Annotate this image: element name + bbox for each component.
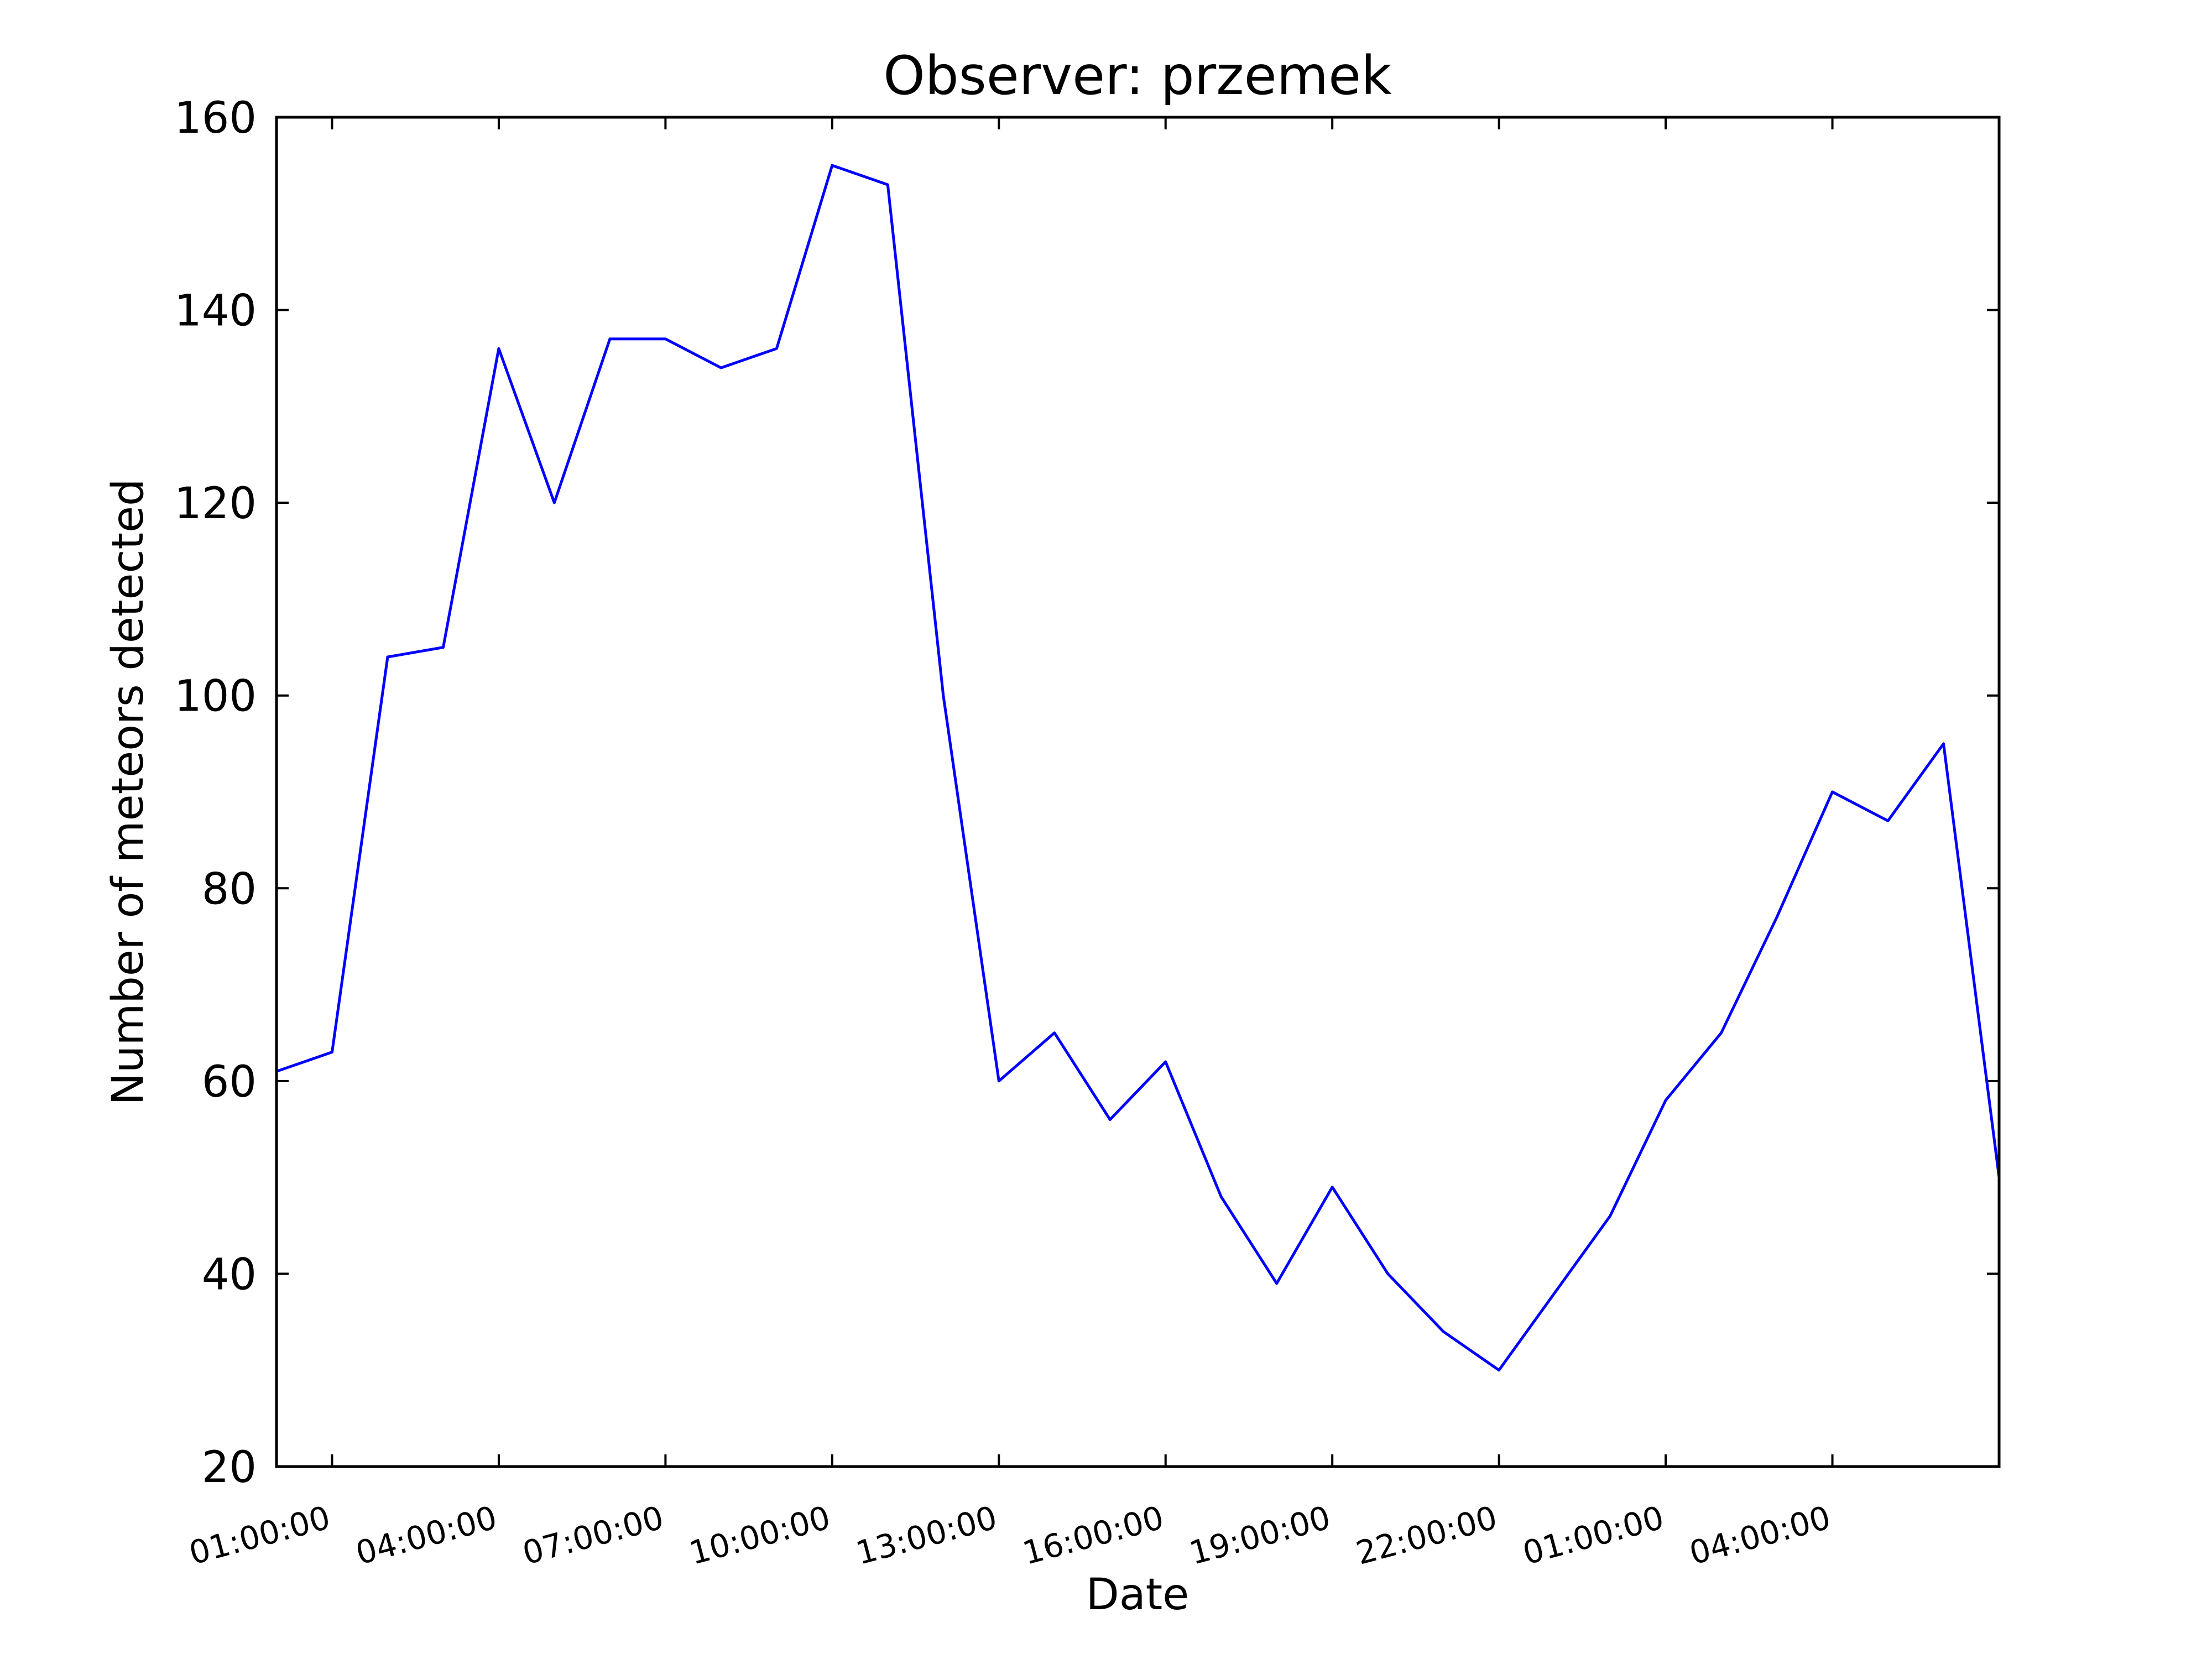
- y-tick-label: 60: [202, 1057, 257, 1107]
- y-tick-label: 140: [174, 286, 257, 336]
- series-line: [276, 164, 2001, 1372]
- chart-title: Observer: przemek: [883, 45, 1392, 107]
- y-tick-label: 120: [174, 479, 257, 529]
- y-tick-label: 100: [174, 672, 257, 722]
- y-tick-label: 80: [202, 864, 257, 914]
- y-tick-label: 160: [174, 93, 257, 143]
- x-axis-label: Date: [1086, 1570, 1189, 1620]
- axes-frame: [275, 116, 2001, 1468]
- y-axis-label: Number of meteors detected: [103, 479, 153, 1105]
- y-tick-label: 20: [202, 1443, 257, 1493]
- y-tick-label: 40: [202, 1250, 257, 1300]
